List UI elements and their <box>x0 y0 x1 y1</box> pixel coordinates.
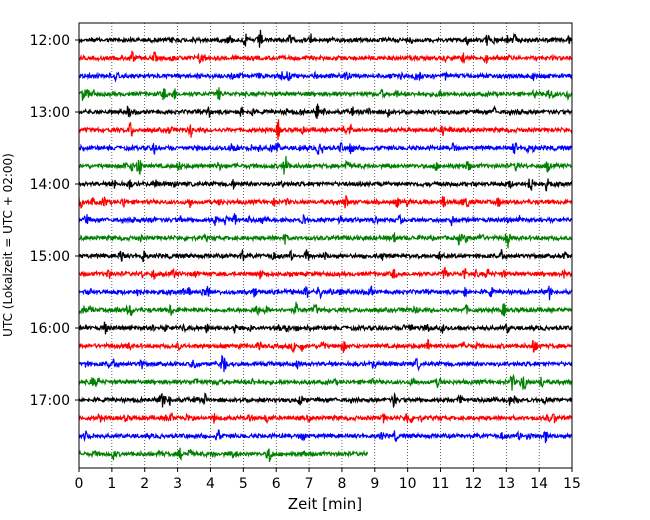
vertical-grid <box>111 23 540 468</box>
y-tick-label: 15:00 <box>30 249 70 265</box>
seismogram-trace <box>78 195 573 209</box>
seismogram-trace <box>78 178 573 192</box>
seismogram-trace <box>78 339 573 354</box>
seismogram-trace <box>78 411 573 425</box>
seismogram-trace <box>78 354 573 373</box>
x-tick-label: 4 <box>206 476 215 492</box>
y-tick-label: 12:00 <box>30 33 70 49</box>
seismogram-trace <box>78 50 573 65</box>
seismogram-trace <box>78 391 573 409</box>
seismogram-trace <box>78 285 573 301</box>
seismogram-traces <box>78 29 573 463</box>
seismogram-trace <box>78 119 573 140</box>
seismogram-trace <box>78 232 573 249</box>
y-axis-ticks: 12:00 13:00 14:00 15:00 16:00 17:00 <box>30 33 79 409</box>
seismogram-trace <box>78 429 573 444</box>
seismogram-trace <box>78 266 573 280</box>
y-tick-label: 16:00 <box>30 321 70 337</box>
y-tick-label: 14:00 <box>30 177 70 193</box>
x-axis-title: Zeit [min] <box>288 495 362 513</box>
y-axis-title: UTC (Lokalzeit = UTC + 02:00) <box>1 153 15 337</box>
x-tick-label: 8 <box>337 476 346 492</box>
seismogram-trace <box>78 248 573 263</box>
y-tick-label: 17:00 <box>30 393 70 409</box>
x-tick-label: 9 <box>370 476 379 492</box>
x-tick-label: 13 <box>497 476 515 492</box>
seismogram-trace <box>78 301 573 317</box>
seismogram-trace <box>78 373 573 391</box>
seismogram-trace <box>78 87 573 102</box>
x-tick-label: 14 <box>530 476 548 492</box>
seismogram-trace <box>78 103 573 119</box>
x-tick-label: 2 <box>140 476 149 492</box>
x-tick-label: 11 <box>432 476 450 492</box>
x-tick-label: 15 <box>563 476 581 492</box>
seismogram-trace <box>78 70 573 83</box>
y-tick-label: 13:00 <box>30 105 70 121</box>
seismogram-trace <box>78 29 573 48</box>
seismogram-trace <box>78 155 573 175</box>
x-axis-ticks: 0 1 2 3 4 5 6 7 8 9 10 11 12 13 14 15 <box>75 468 581 492</box>
x-tick-label: 12 <box>464 476 482 492</box>
seismogram-trace <box>78 321 573 335</box>
x-tick-label: 0 <box>75 476 84 492</box>
x-tick-label: 3 <box>173 476 182 492</box>
seismogram-trace <box>78 142 573 155</box>
x-tick-label: 1 <box>107 476 116 492</box>
seismogram-trace <box>78 447 369 463</box>
plot-frame <box>78 22 573 469</box>
seismogram-trace <box>78 213 573 227</box>
x-tick-label: 6 <box>272 476 281 492</box>
x-tick-label: 10 <box>399 476 417 492</box>
x-tick-label: 7 <box>305 476 314 492</box>
x-tick-label: 5 <box>239 476 248 492</box>
